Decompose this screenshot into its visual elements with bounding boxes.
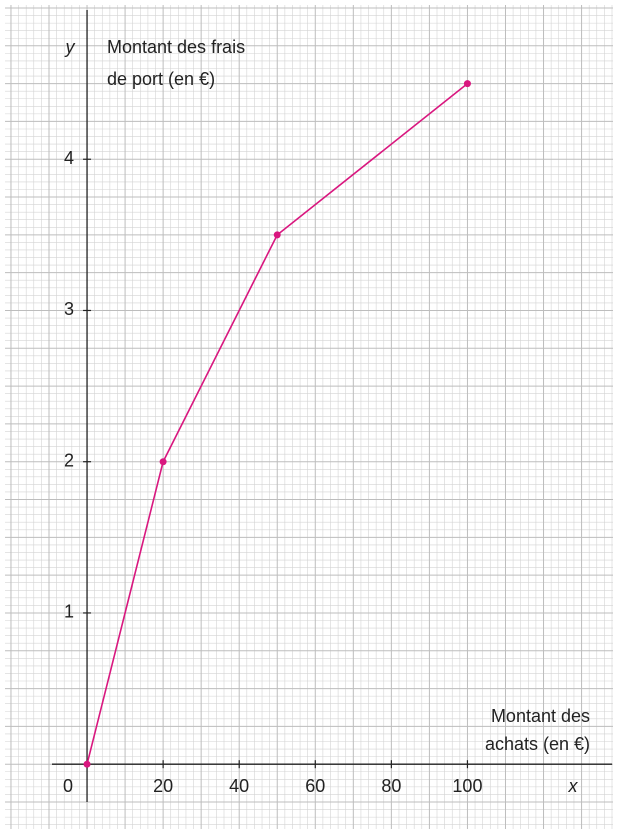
point [83, 760, 91, 768]
x-tick-label: 80 [381, 776, 401, 796]
x-axis-label: Montant des [491, 706, 590, 726]
graph-paper-fine [5, 5, 613, 829]
graph-paper-major [5, 5, 613, 829]
point [273, 231, 281, 239]
x-tick-label: 100 [452, 776, 482, 796]
x-tick-label: 60 [305, 776, 325, 796]
y-axis-label: de port (en €) [107, 69, 215, 89]
graph-paper [5, 5, 613, 829]
point [463, 80, 471, 88]
y-axis-label: Montant des frais [107, 37, 245, 57]
line [86, 82, 468, 765]
y-tick-label: 3 [64, 299, 74, 319]
x-tick-label: 20 [153, 776, 173, 796]
x-tick-label: 0 [63, 776, 73, 796]
y-axis-symbol: y [64, 37, 76, 57]
y-tick-label: 2 [64, 450, 74, 470]
point [159, 458, 167, 466]
x-axis-label: achats (en €) [485, 734, 590, 754]
y-tick-label: 1 [64, 602, 74, 622]
x-axis-symbol: x [568, 776, 579, 796]
x-tick-label: 40 [229, 776, 249, 796]
y-tick-label: 4 [64, 148, 74, 168]
